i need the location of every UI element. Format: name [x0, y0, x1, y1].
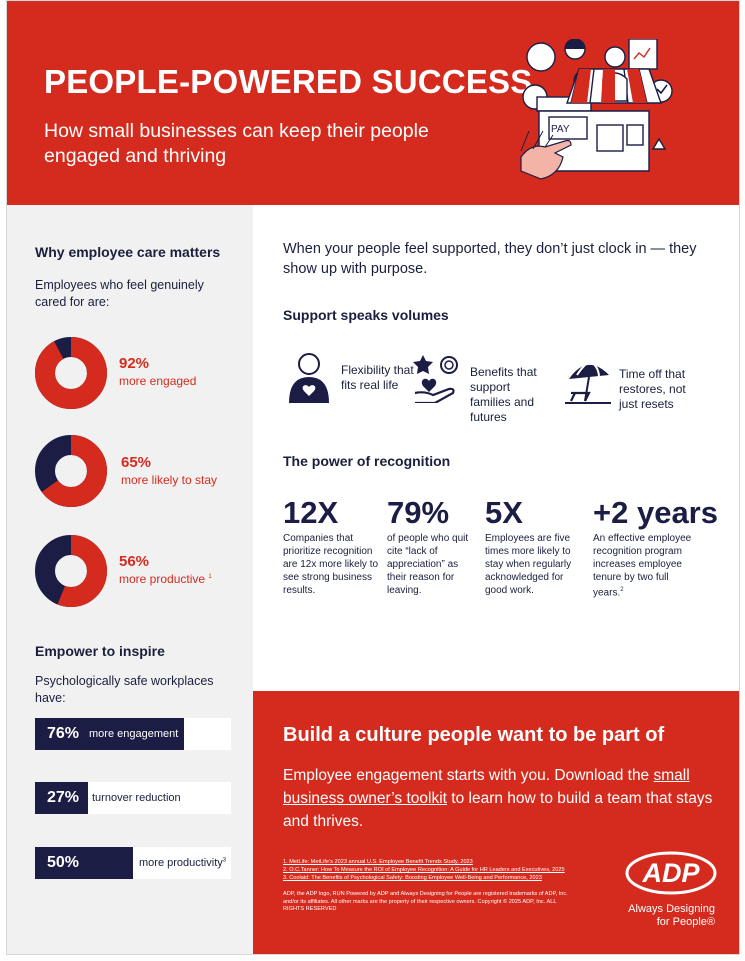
adp-logo-text: ADP: [641, 858, 700, 888]
recognition-stat-desc: Companies that prioritize recognition ar…: [283, 533, 379, 596]
footnote-marker: 2: [620, 587, 624, 593]
donut-chart-engaged: [35, 337, 107, 409]
stat-percent: 92%: [119, 355, 150, 372]
stat-label: more productive 1: [119, 572, 212, 586]
beach-umbrella-icon: [565, 360, 611, 404]
support-label: Flexibility that fits real life: [341, 363, 414, 392]
stat-label-text: more productive: [119, 572, 206, 586]
bar-label: more productivity3: [139, 857, 226, 869]
legal-text: ADP, the ADP logo, RUN Powered by ADP an…: [283, 891, 568, 912]
donut-value-arc: [35, 337, 107, 409]
stat-percent: 56%: [119, 553, 150, 570]
recognition-stat-value: 5X: [485, 495, 523, 530]
donut-chart-productive: [35, 535, 107, 607]
bar-label: turnover reduction: [92, 792, 181, 804]
bar-percent: 27%: [47, 789, 80, 806]
bar-fill: [35, 847, 133, 879]
support-heading: Support speaks volumes: [283, 307, 449, 323]
adp-logo: ADP: [625, 851, 717, 895]
recognition-stat-value: +2 years: [593, 495, 718, 530]
footnote-text[interactable]: 3. Coolaid: The Benefits of Psychologica…: [283, 875, 542, 881]
footnote-text[interactable]: 1. MetLife: MetLife’s 2023 annual U.S. E…: [283, 859, 473, 865]
care-intro: Employees who feel genuinely cared for a…: [35, 278, 204, 309]
footnote-text[interactable]: 2. O.C.Tanner: How To Measure the ROI of…: [283, 867, 565, 873]
person-heart-icon: [289, 353, 329, 403]
donut-value-arc: [35, 535, 107, 607]
hero-illustration: PAY: [520, 39, 673, 180]
bar-turnover: 27% turnover reduction: [35, 782, 231, 814]
cta-text: Employee engagement starts with you. Dow…: [283, 764, 723, 833]
bar-fill: [35, 718, 184, 750]
footnote: 3. Coolaid: The Benefits of Psychologica…: [283, 875, 583, 883]
header-banner: PEOPLE-POWERED SUCCESS How small busines…: [7, 1, 739, 205]
bar-percent: 50%: [47, 854, 80, 871]
brand-tagline-text: Always Designing for People: [628, 903, 715, 928]
support-label: Time off that restores, not just resets: [619, 367, 686, 411]
cta-text-before: Employee engagement starts with you. Dow…: [283, 767, 654, 784]
page-subtitle: How small businesses can keep their peop…: [44, 120, 429, 167]
recognition-stat-desc: Employees are five times more likely to …: [485, 533, 572, 596]
footnote-marker: 1: [208, 574, 212, 580]
recognition-stat-desc: of people who quit cite “lack of appreci…: [387, 533, 469, 596]
recognition-heading: The power of recognition: [283, 453, 451, 469]
donut-chart-stay: [35, 435, 107, 507]
bar-productivity: 50% more productivity3: [35, 847, 231, 879]
empower-heading: Empower to inspire: [35, 643, 165, 659]
support-label: Benefits that support families and futur…: [470, 365, 537, 424]
cta-heading: Build a culture people want to be part o…: [283, 724, 665, 746]
bar-label: more engagement: [89, 728, 179, 740]
infographic-page: PEOPLE-POWERED SUCCESS How small busines…: [6, 0, 740, 955]
brand-tagline: Always Designing for People®: [615, 903, 715, 929]
care-heading: Why employee care matters: [35, 244, 221, 260]
cta-text-after: to learn how to build a team that stays …: [283, 790, 713, 830]
hand-star-coin-icon: [413, 355, 458, 403]
intro-text: When your people feel supported, they do…: [283, 241, 697, 277]
recognition-stat-value: 79%: [387, 495, 450, 530]
recognition-stat-desc-text: An effective employee recognition progra…: [593, 533, 692, 599]
stat-label: more likely to stay: [121, 473, 218, 487]
hero-pay-sign: PAY: [551, 124, 570, 135]
stat-percent: 65%: [121, 454, 152, 471]
recognition-stat-desc: An effective employee recognition progra…: [593, 532, 693, 599]
footnote: 1. MetLife: MetLife’s 2023 annual U.S. E…: [283, 859, 583, 867]
bar-percent: 76%: [47, 725, 80, 742]
empower-intro: Psychologically safe workplaces have:: [35, 674, 214, 705]
bar-engagement: 76% more engagement: [35, 718, 231, 750]
bar-label-text: more productivity: [139, 857, 223, 869]
toolkit-link[interactable]: small business owner’s toolkit: [283, 767, 690, 807]
bar-fill: [35, 782, 88, 814]
page-title: PEOPLE-POWERED SUCCESS: [44, 63, 533, 100]
recognition-stat-value: 12X: [283, 495, 339, 530]
trademark-mark: ®: [706, 916, 715, 928]
footnote: 2. O.C.Tanner: How To Measure the ROI of…: [283, 867, 583, 875]
footnote-marker: 3: [222, 857, 227, 864]
stat-label: more engaged: [119, 374, 197, 388]
cta-panel: Build a culture people want to be part o…: [253, 691, 739, 954]
left-column: Why employee care matters Employees who …: [7, 205, 253, 954]
donut-value-arc: [35, 435, 107, 507]
